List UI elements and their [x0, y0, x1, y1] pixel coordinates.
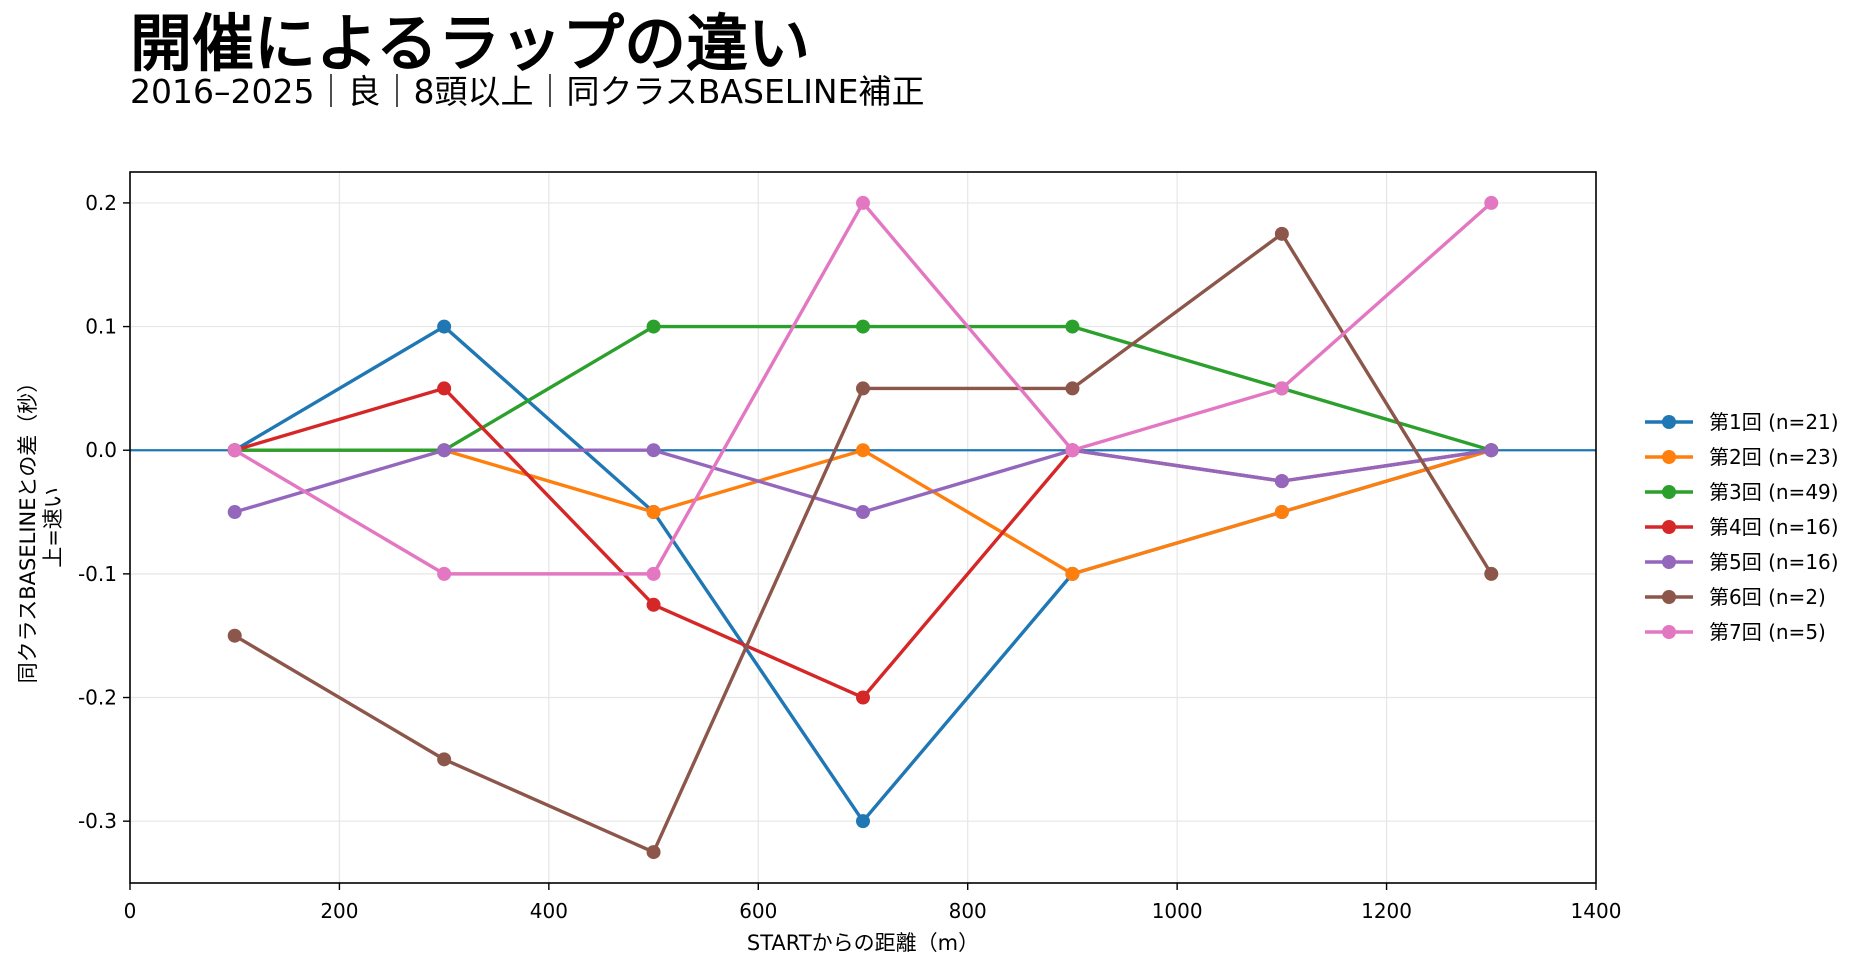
data-point: [856, 505, 870, 520]
legend-label: 第1回 (n=21): [1709, 410, 1839, 434]
series-line: [233, 386, 1493, 700]
data-point: [227, 443, 242, 458]
legend-swatch-marker: [1662, 590, 1676, 604]
data-point: [1274, 226, 1289, 241]
y-axis-ticks: -0.3 -0.2 -0.1 0.0 0.1 0.2: [78, 191, 130, 833]
data-point: [646, 319, 661, 334]
data-point: [227, 628, 242, 643]
series-layer: [227, 195, 1499, 860]
legend-item: 第7回 (n=5): [1645, 620, 1826, 644]
data-point: [856, 690, 870, 705]
legend-label: 第7回 (n=5): [1709, 620, 1826, 644]
legend-label: 第2回 (n=23): [1709, 445, 1839, 469]
data-point: [856, 443, 870, 458]
legend-swatch-marker: [1662, 450, 1676, 464]
data-point: [437, 381, 452, 396]
legend-label: 第3回 (n=49): [1709, 480, 1839, 504]
data-point: [437, 566, 452, 581]
legend-item: 第1回 (n=21): [1645, 410, 1839, 434]
y-tick-label: 0.1: [85, 315, 117, 339]
data-point: [646, 597, 661, 612]
data-point: [646, 566, 661, 581]
legend-item: 第2回 (n=23): [1645, 445, 1839, 469]
data-point: [1484, 443, 1499, 458]
y-tick-label: -0.2: [78, 686, 117, 710]
x-axis-label: STARTからの距離（m）: [747, 931, 979, 955]
series-line: [233, 448, 1493, 514]
legend-item: 第6回 (n=2): [1645, 585, 1826, 609]
legend-swatch-marker: [1662, 520, 1676, 534]
data-point: [856, 814, 870, 829]
x-tick-label: 1000: [1152, 899, 1203, 923]
grid: [129, 172, 1597, 883]
data-point: [1484, 566, 1499, 581]
data-point: [856, 195, 870, 210]
data-point: [227, 505, 242, 520]
x-tick-label: 0: [124, 899, 137, 923]
x-tick-label: 1200: [1361, 899, 1412, 923]
legend-swatch-marker: [1662, 485, 1676, 499]
data-point: [1065, 443, 1080, 458]
y-axis-label: 同クラスBASELINEとの差（秒）: [16, 372, 40, 684]
legend-swatch-marker: [1662, 555, 1676, 569]
legend-item: 第4回 (n=16): [1645, 515, 1839, 539]
data-point: [437, 319, 452, 334]
data-point: [1065, 381, 1080, 396]
data-point: [1484, 195, 1499, 210]
y-tick-label: -0.1: [78, 562, 117, 586]
data-point: [437, 443, 452, 458]
data-point: [856, 381, 870, 396]
y-tick-label: 0.2: [85, 191, 117, 215]
legend-swatch-marker: [1662, 625, 1676, 639]
data-point: [1065, 566, 1080, 581]
legend-item: 第5回 (n=16): [1645, 550, 1839, 574]
data-point: [646, 505, 661, 520]
series-7: [227, 195, 1499, 581]
x-tick-label: 400: [530, 899, 568, 923]
data-point: [1274, 381, 1289, 396]
x-tick-label: 200: [320, 899, 358, 923]
y-tick-label: 0.0: [85, 438, 117, 462]
chart-subtitle: 2016–2025｜良｜8頭以上｜同クラスBASELINE補正: [130, 72, 925, 111]
legend-label: 第6回 (n=2): [1709, 585, 1826, 609]
x-tick-label: 800: [949, 899, 987, 923]
legend-label: 第4回 (n=16): [1709, 515, 1839, 539]
data-point: [646, 443, 661, 458]
x-axis-ticks: 0 200 400 600 800 1000 1200 1400: [124, 883, 1622, 923]
legend-swatch-marker: [1662, 415, 1676, 429]
y-axis-label-secondary: 上=速い: [41, 487, 65, 568]
y-tick-label: -0.3: [78, 809, 117, 833]
data-point: [1274, 474, 1289, 489]
legend-label: 第5回 (n=16): [1709, 550, 1839, 574]
data-point: [1274, 505, 1289, 520]
data-point: [437, 752, 452, 767]
data-point: [646, 845, 661, 860]
legend-item: 第3回 (n=49): [1645, 480, 1839, 504]
data-point: [856, 319, 870, 334]
legend: 第1回 (n=21) 第2回 (n=23) 第3回 (n=49) 第4回 (n=16)…: [1645, 410, 1839, 644]
x-tick-label: 600: [739, 899, 777, 923]
data-point: [1065, 319, 1080, 334]
series-6: [227, 226, 1499, 860]
chart-title: 開催によるラップの違い: [130, 7, 811, 80]
plot-frame: [129, 171, 1597, 884]
x-tick-label: 1400: [1571, 899, 1622, 923]
series-4: [227, 381, 1499, 705]
